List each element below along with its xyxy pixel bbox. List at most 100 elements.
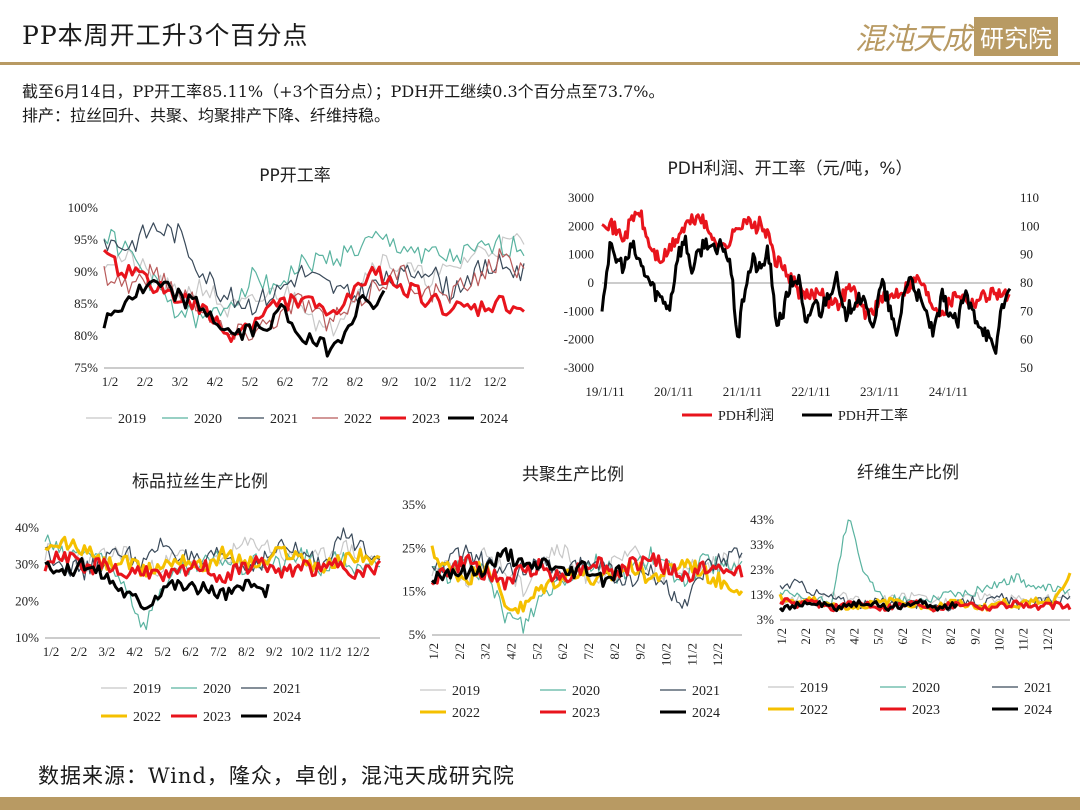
y-right-tick-label: 110	[1020, 190, 1039, 205]
x-tick-label: 9/2	[633, 643, 648, 660]
y-tick-label: 20%	[15, 593, 39, 608]
x-tick-label: 6/2	[555, 643, 570, 660]
series-line-2020	[44, 534, 381, 631]
legend-label: 2022	[133, 710, 161, 725]
legend-label: 2022	[344, 412, 372, 427]
summary-line-2: 排产：拉丝回升、共聚、均聚排产下降、纤维持稳。	[22, 106, 391, 125]
series-line-2019	[103, 232, 525, 337]
x-tick-label: 21/1/11	[723, 384, 762, 399]
y-right-tick-label: 60	[1020, 332, 1033, 347]
summary-line-1: 截至6月14日，PP开工率85.11%（+3个百分点）；PDH开工继续0.3个百…	[22, 82, 665, 101]
legend-label: PDH利润	[718, 408, 774, 424]
chart-title: PP开工率	[259, 166, 331, 186]
y-tick-label: 40%	[15, 520, 39, 535]
legend-label: 2023	[912, 703, 940, 718]
y-tick-label: 13%	[750, 587, 774, 602]
x-tick-label: 5/2	[871, 628, 886, 645]
y-right-tick-label: 70	[1020, 303, 1033, 318]
legend-label: 2020	[203, 682, 231, 697]
x-tick-label: 7/2	[581, 643, 596, 660]
chart-title: PDH利润、开工率（元/吨，%）	[667, 159, 912, 179]
x-tick-label: 8/2	[238, 644, 255, 659]
y-tick-label: 85%	[74, 296, 98, 311]
x-tick-label: 2/2	[452, 643, 467, 660]
legend-label: 2019	[800, 681, 828, 696]
y-right-tick-label: 50	[1020, 360, 1033, 375]
x-tick-label: 11/2	[1016, 628, 1031, 651]
x-tick-label: 3/2	[822, 628, 837, 645]
x-tick-label: 9/2	[967, 628, 982, 645]
series-line-2024	[778, 598, 959, 613]
x-tick-label: 4/2	[207, 374, 224, 389]
x-tick-label: 12/2	[483, 374, 506, 389]
x-tick-label: 20/1/11	[654, 384, 693, 399]
gongju-chart: 共聚生产比例 5% 15% 25% 35% 1/2 2/2 3/2 4/2 5/2 6/2 7/2 8/…	[402, 465, 744, 721]
x-tick-label: 11/2	[684, 643, 699, 666]
y-tick-label: 75%	[74, 360, 98, 375]
series-line-PDH开工率	[600, 234, 1012, 355]
xianwei-chart: 纤维生产比例 3% 13% 23% 33% 43% 1/2 2/2 3/2 4/2 5/2 6/2 7/…	[750, 463, 1072, 718]
x-tick-label: 5/2	[154, 644, 171, 659]
series-line-2020	[103, 228, 525, 329]
y-left-tick-label: -1000	[564, 303, 594, 318]
x-tick-label: 22/1/11	[791, 384, 830, 399]
y-right-tick-label: 90	[1020, 247, 1033, 262]
legend-label: PDH开工率	[838, 407, 908, 424]
x-tick-label: 7/2	[210, 644, 227, 659]
y-tick-label: 80%	[74, 328, 98, 343]
x-tick-label: 2/2	[798, 628, 813, 645]
x-tick-label: 24/1/11	[929, 384, 968, 399]
series-line-2023	[43, 550, 382, 584]
summary-text: 截至6月14日，PP开工率85.11%（+3个百分点）；PDH开工继续0.3个百…	[22, 80, 665, 128]
x-tick-label: 23/1/11	[860, 384, 899, 399]
legend-label: 2021	[270, 412, 298, 427]
x-tick-label: 6/2	[895, 628, 910, 645]
x-tick-label: 4/2	[126, 644, 143, 659]
page-title: PP本周开工升3个百分点	[22, 21, 309, 50]
legend-label: 2024	[692, 706, 720, 721]
y-tick-label: 15%	[402, 584, 426, 599]
x-tick-label: 12/2	[710, 643, 725, 666]
x-tick-label: 19/1/11	[585, 384, 624, 399]
x-tick-label: 3/2	[99, 644, 116, 659]
x-tick-label: 3/2	[478, 643, 493, 660]
y-left-tick-label: 3000	[568, 190, 594, 205]
x-tick-label: 11/2	[319, 644, 342, 659]
bottom-bar	[0, 797, 1080, 810]
y-tick-label: 25%	[402, 540, 426, 555]
legend-label: 2023	[412, 412, 440, 427]
chart-title: 标品拉丝生产比例	[132, 472, 268, 492]
legend-label: 2020	[194, 412, 222, 427]
legend-label: 2021	[692, 684, 720, 699]
y-right-tick-label: 100	[1020, 218, 1040, 233]
legend-label: 2023	[572, 706, 600, 721]
x-tick-label: 6/2	[182, 644, 199, 659]
legend-label: 2019	[118, 412, 146, 427]
logo-box: 研究院	[974, 16, 1058, 56]
x-tick-label: 9/2	[266, 644, 283, 659]
header-divider	[0, 62, 1080, 65]
x-tick-label: 8/2	[607, 643, 622, 660]
legend-label: 2024	[273, 710, 301, 725]
x-tick-label: 7/2	[312, 374, 329, 389]
x-tick-label: 1/2	[426, 643, 441, 660]
y-tick-label: 35%	[402, 497, 426, 512]
x-tick-label: 10/2	[659, 643, 674, 666]
legend-label: 2021	[273, 682, 301, 697]
x-tick-label: 1/2	[102, 374, 119, 389]
series-line-2024	[102, 278, 386, 358]
y-tick-label: 100%	[68, 200, 99, 215]
x-tick-label: 12/2	[347, 644, 370, 659]
x-tick-label: 5/2	[529, 643, 544, 660]
x-tick-label: 8/2	[943, 628, 958, 645]
y-tick-label: 90%	[74, 264, 98, 279]
x-tick-label: 10/2	[992, 628, 1007, 651]
y-tick-label: 10%	[15, 630, 39, 645]
y-tick-label: 33%	[750, 537, 774, 552]
legend-label: 2019	[133, 682, 161, 697]
y-tick-label: 5%	[409, 627, 427, 642]
x-tick-label: 8/2	[347, 374, 364, 389]
y-tick-label: 43%	[750, 512, 774, 527]
x-tick-label: 10/2	[291, 644, 314, 659]
x-tick-label: 3/2	[172, 374, 189, 389]
